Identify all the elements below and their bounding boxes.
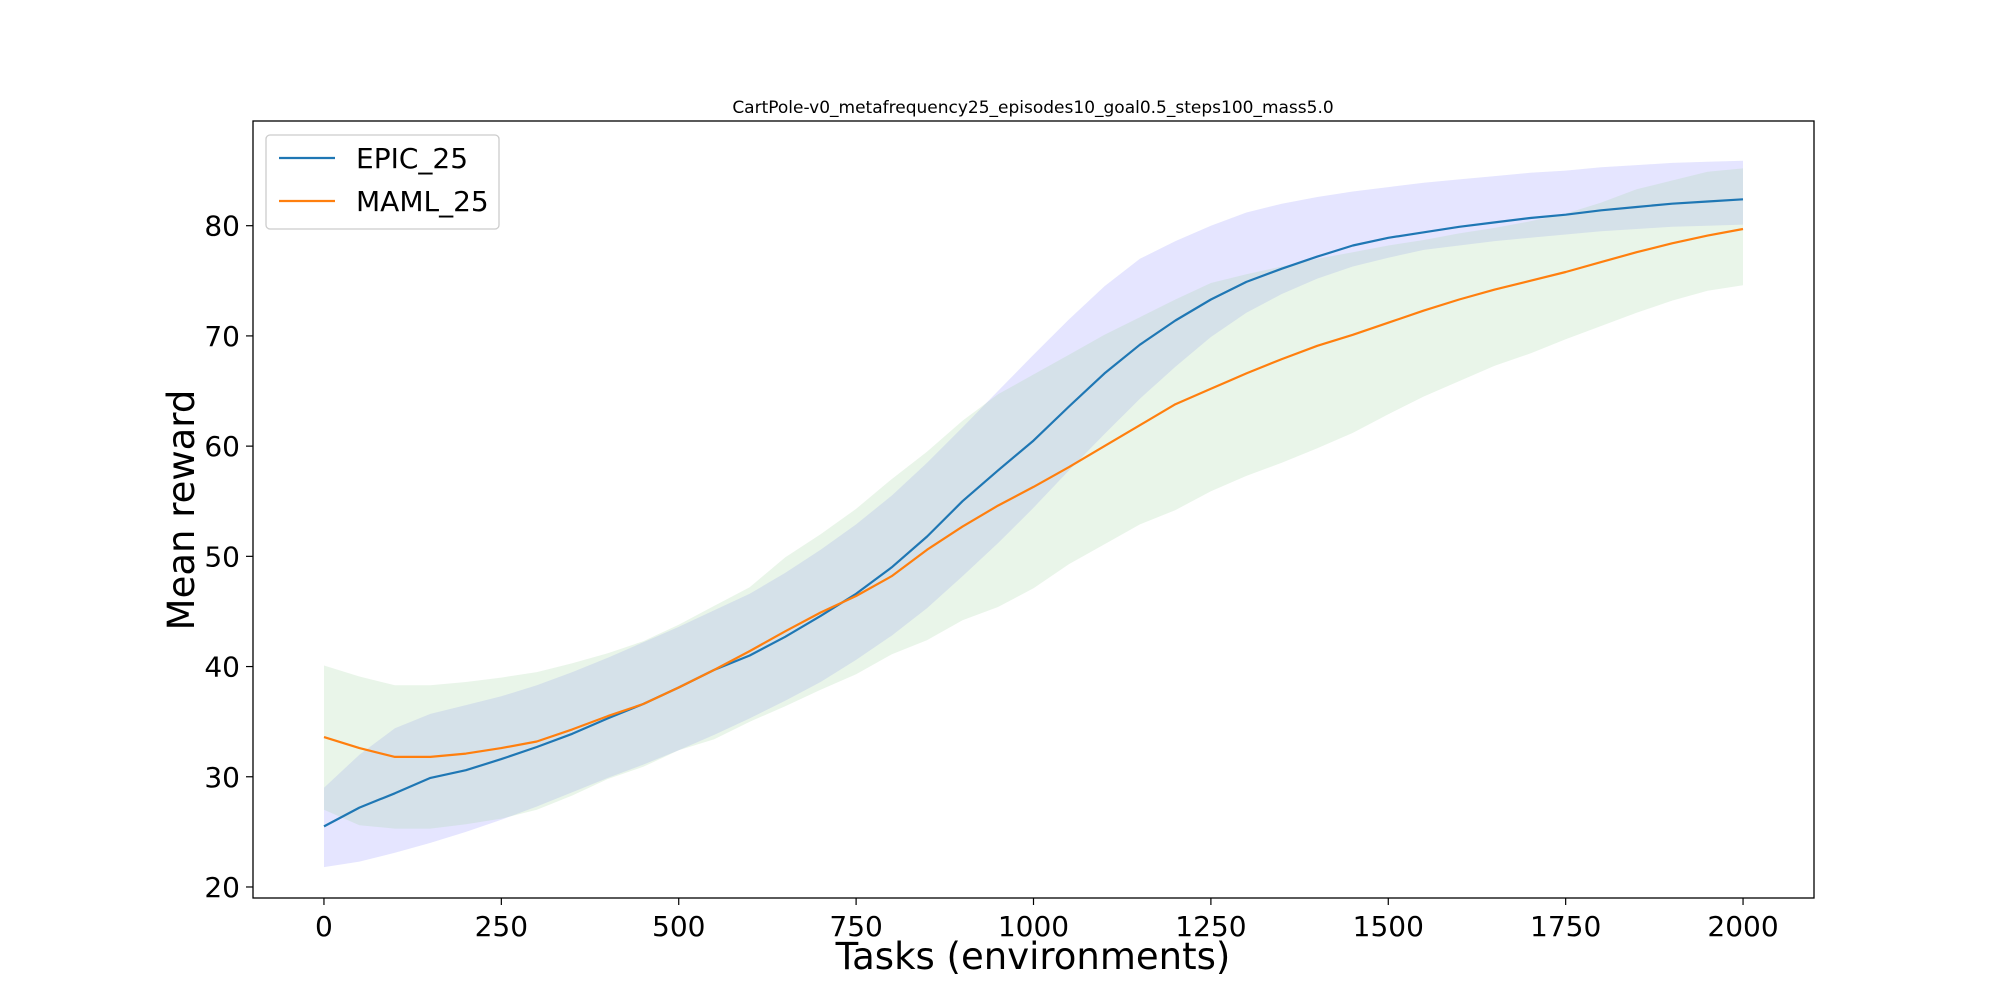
y-tick-label: 40	[204, 651, 240, 684]
x-axis: 0 250 500 750 1000 1250 1500 1750 2000	[315, 898, 1779, 943]
y-tick-label: 30	[204, 761, 240, 794]
legend: EPIC_25 MAML_25	[265, 134, 500, 230]
confidence-bands	[324, 160, 1743, 868]
x-tick-label: 0	[315, 910, 333, 943]
series-lines	[323, 198, 1744, 828]
x-tick-label: 500	[652, 910, 705, 943]
chart-title: CartPole-v0_metafrequency25_episodes10_g…	[732, 98, 1333, 118]
y-axis-label: Mean reward	[160, 390, 203, 631]
x-tick-label: 1000	[998, 910, 1069, 943]
y-axis: 20 30 40 50 60 70 80	[204, 210, 253, 904]
x-tick-label: 1750	[1530, 910, 1601, 943]
y-tick-label: 60	[204, 430, 240, 463]
band-maml-25	[324, 168, 1743, 829]
x-tick-label: 250	[475, 910, 528, 943]
legend-label-maml: MAML_25	[356, 185, 489, 218]
x-tick-label: 2000	[1707, 910, 1778, 943]
y-tick-label: 80	[204, 210, 240, 243]
x-axis-label: Tasks (environments)	[835, 935, 1231, 978]
y-tick-label: 50	[204, 540, 240, 573]
x-tick-label: 1250	[1175, 910, 1246, 943]
x-tick-label: 1500	[1353, 910, 1424, 943]
line-epic-25	[323, 198, 1744, 828]
legend-label-epic: EPIC_25	[356, 142, 468, 175]
x-tick-label: 750	[829, 910, 882, 943]
line-maml-25	[323, 227, 1744, 759]
band-epic-25	[324, 160, 1743, 868]
y-tick-label: 70	[204, 320, 240, 353]
y-tick-label: 20	[204, 871, 240, 904]
